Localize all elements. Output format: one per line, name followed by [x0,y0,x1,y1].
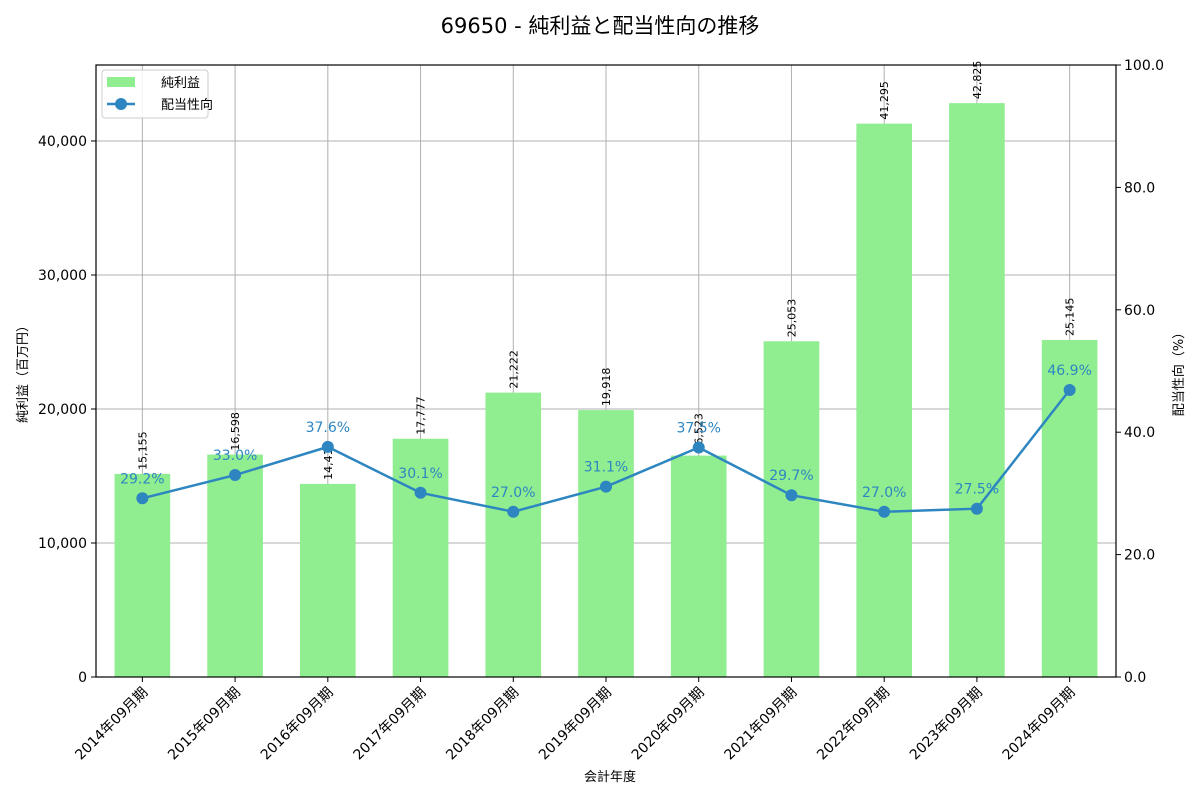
bar-value-label: 15,155 [136,431,149,470]
x-tick-label: 2018年09月期 [443,685,522,764]
payout-ratio-marker [692,441,705,454]
y2-tick-label: 80.0 [1124,180,1155,196]
bar-value-label: 16,598 [229,412,242,451]
bar-net-income [392,438,449,677]
payout-ratio-marker [600,480,612,493]
bar-net-income [763,341,820,677]
bar-value-label: 19,918 [600,368,613,407]
bar-net-income [578,410,634,677]
payout-ratio-label: 37.5% [676,421,720,437]
payout-ratio-label: 33.0% [213,448,257,464]
y2-tick-label: 40.0 [1124,425,1155,441]
y-tick-label: 40,000 [38,134,87,150]
bar-net-income [1041,340,1098,677]
bar-net-income [114,473,171,677]
payout-ratio-marker [414,486,427,499]
payout-ratio-label: 37.6% [306,420,350,436]
payout-ratio-label: 27.0% [862,485,906,501]
payout-ratio-label: 27.0% [491,485,535,501]
bar-net-income [485,392,542,677]
bar-value-label: 25,053 [785,299,798,338]
payout-ratio-marker [1063,383,1076,396]
legend-label-payout-ratio: 配当性向 [161,97,213,113]
bar-value-label: 21,222 [507,350,520,389]
payout-ratio-marker [229,469,242,482]
x-tick-label: 2019年09月期 [536,685,615,764]
payout-ratio-marker [321,440,334,453]
x-tick-label: 2024年09月期 [1000,685,1079,764]
chart-title: 69650 - 純利益と配当性向の推移 [440,14,760,38]
y2-axis-label: 配当性向（%） [1171,326,1187,416]
payout-ratio-label: 46.9% [1047,363,1091,379]
y-tick-label: 0 [78,670,87,686]
legend-swatch-net-income [107,77,135,87]
payout-ratio-marker [136,492,149,505]
x-tick-label: 2016年09月期 [258,685,337,764]
bar-net-income [670,455,727,677]
payout-ratio-marker [507,505,520,518]
payout-ratio-label: 29.7% [769,468,813,484]
bar-value-label: 41,295 [878,81,891,120]
y2-tick-label: 60.0 [1124,303,1155,319]
y-tick-label: 20,000 [38,402,87,418]
x-tick-label: 2015年09月期 [165,685,244,764]
bar-value-label: 16,523 [693,413,706,452]
y2-tick-label: 20.0 [1124,548,1155,564]
bar-net-income [207,454,263,677]
payout-ratio-label: 31.1% [584,460,628,476]
x-axis-label: 会計年度 [584,769,636,785]
bar-value-label: 42,825 [971,61,984,100]
y-tick-label: 30,000 [38,268,87,284]
y2-tick-label: 100.0 [1124,58,1164,74]
legend-label-net-income: 純利益 [161,76,200,91]
x-tick-label: 2017年09月期 [351,685,430,764]
legend-swatch-payout-marker [115,98,127,110]
y-tick-label: 10,000 [38,536,87,552]
payout-ratio-label: 27.5% [955,482,999,498]
payout-ratio-marker [970,502,983,515]
payout-ratio-marker [785,489,798,502]
x-tick-label: 2020年09月期 [629,685,708,764]
y-axis-label: 純利益（百万円） [16,319,31,423]
x-tick-label: 2022年09月期 [814,685,893,764]
bar-value-label: 25,145 [1064,298,1077,337]
bar-net-income [856,123,912,678]
payout-ratio-label: 30.1% [398,466,442,482]
x-tick-label: 2023年09月期 [907,685,986,764]
bar-value-label: 17,777 [415,396,428,435]
bar-net-income [300,483,356,677]
payout-ratio-marker [878,505,891,518]
x-tick-label: 2014年09月期 [72,685,151,764]
payout-ratio-label: 29.2% [120,471,164,487]
x-tick-label: 2021年09月期 [721,685,800,764]
y2-tick-label: 0.0 [1124,670,1146,686]
bar-net-income [949,103,1005,677]
